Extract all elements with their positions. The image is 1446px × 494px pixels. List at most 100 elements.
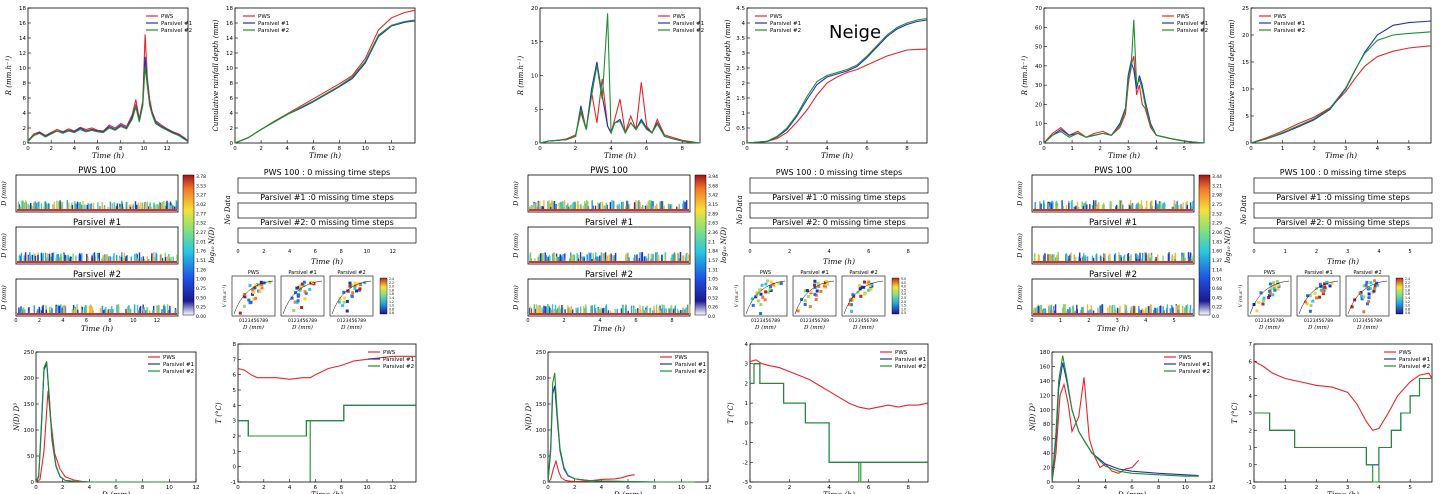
ev2-cumulative-series-p1 (746, 19, 928, 144)
ev3-spectrum-pws-spectrum-cell (1121, 201, 1123, 209)
ev3-spectrum-pws-spectrum-cell (1131, 203, 1133, 209)
ev3-spectrum-p2-spectrum-cell (1140, 309, 1142, 313)
ev1-spectrum-pws-spectrum-cell (53, 201, 56, 209)
ev3-colorbar-tick: 0.68 (1212, 286, 1222, 292)
ev3-colorbar-label: log₁₀ N(D) (1224, 227, 1232, 263)
ev3-spectrum-p1-spectrum-cell (1155, 256, 1157, 261)
ev1-missing-frame-p2 (237, 227, 417, 244)
ev2-small-cell-p1 (803, 289, 807, 293)
ev1-spectrum-p2-xtick-label: 4 (61, 318, 64, 324)
ev2-dsd-xtick-label: 4 (600, 485, 604, 491)
ev3-temperature-xtick-label: 2 (1315, 485, 1319, 491)
ev1-spectrum-p1-spectrum-cell (161, 257, 164, 261)
ev1-spectrum-p1-spectrum-cell (133, 254, 136, 261)
ev3-small-cell-p1 (1321, 292, 1325, 296)
ev1-spectrum-p2-spectrum-cell (83, 306, 86, 313)
ev3-spectrum-pws-spectrum-cell (1171, 206, 1173, 209)
ev3-dsd-ytick-label: 0 (1047, 480, 1051, 486)
ev3-spectrum-p1-spectrum-cell (1119, 254, 1121, 261)
ev3-cumulative-ylabel: Cumulative rainfall depth (mm) (1228, 19, 1236, 131)
ev2-dsd-legend-label-pws: PWS (675, 355, 688, 361)
ev2-colorbar-tick: 3.94 (708, 174, 718, 180)
ev2-spectrum-p2-spectrum-cell (633, 307, 635, 313)
ev1-cumulative-xtick-label: 4 (285, 146, 289, 152)
ev2-spectrum-p1-spectrum-cell (580, 258, 583, 261)
ev2-cumulative-ytick-label: 3.5 (736, 36, 745, 42)
ev1-small-colorbar (379, 277, 388, 315)
ev3-small-cell-pws (1257, 300, 1261, 304)
ev1-spectrum-pws-spectrum-cell (120, 204, 122, 209)
ev1-cumulative-ytick-label: 16 (226, 21, 233, 27)
ev1-spectrum-p2-spectrum-cell (103, 310, 105, 313)
ev2-small-cell-p1 (803, 303, 807, 306)
ev1-small-title-p1: Parsivel #1 (288, 270, 316, 276)
ev2-small-cell-p1 (814, 298, 818, 301)
ev1-spectrum-p1-spectrum-cell (168, 254, 170, 261)
ev2-spectrum-p2-xtick-label: 0 (526, 318, 529, 324)
ev2-spectrum-p2-spectrum-cell (535, 304, 538, 313)
ev3-rainrate-ytick-label: 30 (1035, 83, 1042, 89)
ev3-spectrum-p1-spectrum-cell (1057, 256, 1060, 261)
ev3-rainrate-frame (1043, 7, 1205, 144)
ev3-colorbar-tick: 2.98 (1212, 193, 1222, 199)
ev2-spectrum-pws-spectrum-cell (594, 205, 597, 209)
ev3-spectrum-p2-xtick-label: 5 (1173, 318, 1176, 324)
ev3-spectrum-p2-spectrum-cell (1080, 309, 1082, 313)
ev1-spectrum-p2-spectrum-cell (19, 309, 21, 313)
ev2-spectrum-p1-spectrum-cell (542, 253, 544, 261)
ev3-spectrum-p2-spectrum-cell (1109, 305, 1111, 313)
ev3-spectrum-pws-spectrum-cell (1115, 206, 1117, 209)
ev2-small-cell-p2 (868, 284, 872, 288)
ev3-small-cell-p1 (1319, 284, 1323, 288)
ev2-spectrum-p1-spectrum-cell (652, 254, 654, 261)
ev2-small-cell-p2 (870, 284, 874, 288)
ev2-spectrum-p2-spectrum-cell (668, 308, 670, 313)
ev1-spectrum-pws-spectrum-cell (140, 202, 142, 209)
ev3-spectrum-pws-spectrum-cell (1180, 204, 1182, 209)
ev2-spectrum-p2-spectrum-cell (665, 308, 667, 313)
ev2-spectrum-p2-spectrum-cell (534, 308, 536, 313)
ev2-spectrum-p1-spectrum-cell (568, 258, 571, 261)
ev2-spectrum-p2-spectrum-cell (590, 306, 592, 313)
ev3-spectrum-pws-spectrum-cell (1160, 201, 1162, 209)
ev1-spectrum-p1-spectrum-cell (42, 253, 44, 261)
ev2-spectrum-p1-spectrum-cell (656, 252, 658, 261)
ev2-spectrum-p2-spectrum-cell (672, 309, 675, 313)
ev2-spectrum-p1-spectrum-cell (549, 255, 551, 261)
ev2-temperature-series-p2 (750, 363, 928, 483)
ev2-temperature-ytick-label: 0 (745, 421, 749, 427)
ev3-small-cell-p2 (1362, 295, 1366, 299)
ev3-spectrum-pws-spectrum-cell (1068, 203, 1070, 209)
ev1-nodata-ylabel: No Data (224, 195, 232, 225)
ev2-temperature-ytick-label: 2 (745, 381, 749, 387)
ev3-temperature-legend-label-p1: Parsivel #1 (1399, 357, 1430, 363)
ev2-spectrum-p1-spectrum-cell (552, 253, 554, 261)
ev3-small-cell-p1 (1306, 294, 1310, 298)
ev2-small-colorbar-tick: 5.0 (901, 277, 906, 281)
ev1-cumulative-ytick-label: 18 (226, 6, 233, 12)
ev1-spectrum-pws-spectrum-cell (93, 203, 95, 209)
ev2-spectrum-p2-spectrum-cell (564, 309, 566, 313)
ev1-spectrum-p1-spectrum-cell (154, 256, 156, 261)
ev3-small-cell-p1 (1321, 289, 1325, 293)
ev2-spectrum-p2-spectrum-cell (652, 310, 654, 313)
ev2-spectrum-pws-spectrum-cell (565, 205, 568, 209)
ev3-cumulative-ytick-label: 15 (1242, 60, 1249, 66)
ev1-spectrum-p2-spectrum-cell (21, 310, 24, 313)
ev1-dsd-ytick-label: 100 (24, 428, 35, 434)
ev2-spectrum-pws-title: PWS 100 (590, 166, 628, 176)
ev1-spectrum-pws-spectrum-cell (82, 200, 84, 209)
ev2-spectrum-p1-spectrum-cell (628, 257, 630, 261)
ev1-spectrum-p2-spectrum-cell (162, 309, 164, 313)
ev2-colorbar-tick: 0.78 (708, 286, 718, 292)
ev2-colorbar-tick: 2.89 (708, 211, 718, 217)
ev3-spectrum-pws-spectrum-cell (1093, 200, 1095, 209)
ev3-spectrum-pws-spectrum-cell (1086, 204, 1088, 209)
ev2-spectrum-p1-spectrum-cell (588, 252, 590, 261)
ev1-dsd-xtick-label: 6 (114, 485, 118, 491)
ev2-spectrum-p2-spectrum-cell (569, 310, 572, 313)
ev1-spectrum-p2-spectrum-cell (111, 306, 113, 313)
ev2-spectrum-pws-spectrum-cell (529, 206, 531, 209)
ev2-spectrum-pws-ylabel: D (mm) (512, 181, 520, 207)
ev2-spectrum-p1-spectrum-cell (606, 255, 609, 261)
